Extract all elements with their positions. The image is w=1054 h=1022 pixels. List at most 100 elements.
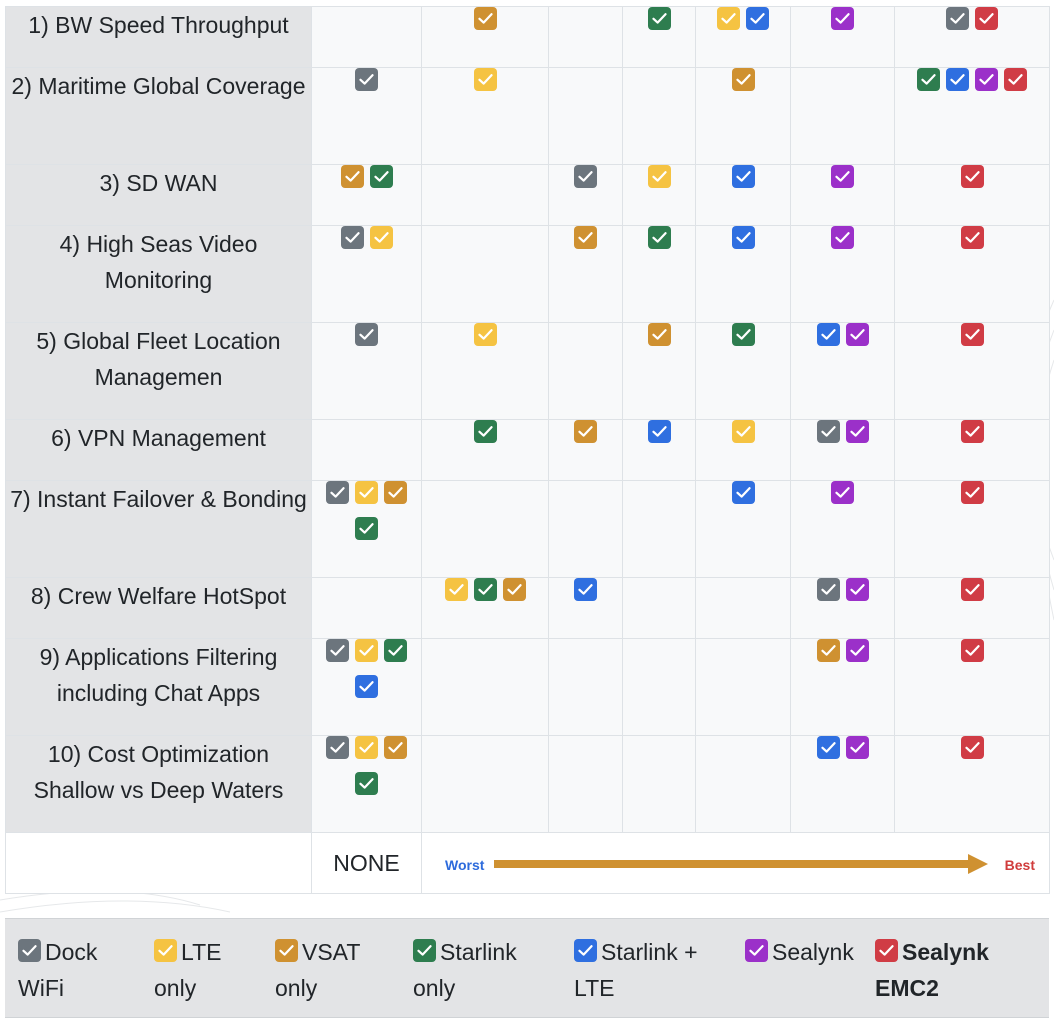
worst-label: Worst xyxy=(445,857,485,873)
rating-cell xyxy=(311,577,422,639)
rating-cell xyxy=(622,419,696,481)
rating-cell xyxy=(311,225,422,323)
lte-checkbox-icon xyxy=(355,639,378,662)
starlink-checkbox-icon xyxy=(355,517,378,540)
rating-cell xyxy=(622,164,696,226)
lte-checkbox-icon xyxy=(444,578,468,601)
rating-cell xyxy=(695,638,791,736)
rating-cell xyxy=(790,6,895,68)
sealynk-checkbox-icon xyxy=(845,420,869,443)
legend-label: Starlink only xyxy=(413,939,517,1001)
rating-cell xyxy=(894,225,1050,323)
starlink-lte-checkbox-icon xyxy=(355,675,378,698)
rating-cell xyxy=(790,735,895,833)
sealynk-checkbox-icon xyxy=(975,68,998,91)
rating-cell xyxy=(894,164,1050,226)
sealynk-checkbox-icon xyxy=(845,639,869,662)
sealynk-emc2-checkbox-icon xyxy=(975,7,998,30)
vsat-checkbox-icon xyxy=(384,481,407,504)
sealynk-checkbox-icon xyxy=(845,578,869,601)
sealynk-emc2-checkbox-icon xyxy=(960,481,984,504)
lte-checkbox-icon xyxy=(473,323,497,346)
starlink-lte-checkbox-icon xyxy=(731,165,755,188)
dock-wifi-checkbox-icon xyxy=(326,639,349,662)
rating-cell xyxy=(622,322,696,420)
legend-label: VSAT only xyxy=(275,939,360,1001)
lte-checkbox-icon xyxy=(717,7,740,30)
table-row: 2) Maritime Global Coverage xyxy=(5,67,1050,165)
rating-cell xyxy=(421,480,549,578)
starlink-lte-checkbox-icon xyxy=(816,323,840,346)
comparison-table: 1) BW Speed Throughput 2) Maritime Global… xyxy=(5,6,1050,894)
table-row: 4) High Seas Video Monitoring xyxy=(5,225,1050,323)
rating-cell xyxy=(695,225,791,323)
dock-wifi-checkbox-icon xyxy=(326,481,349,504)
dock-wifi-checkbox-icon xyxy=(946,7,969,30)
rating-cell xyxy=(622,735,696,833)
table-row: 3) SD WAN xyxy=(5,164,1050,226)
rating-cell xyxy=(421,735,549,833)
lte-checkbox-icon xyxy=(369,226,393,249)
rating-cell xyxy=(894,67,1050,165)
rating-cell xyxy=(622,225,696,323)
table-row: 8) Crew Welfare HotSpot xyxy=(5,577,1050,639)
row-label: 7) Instant Failover & Bonding xyxy=(5,480,312,578)
starlink-lte-checkbox-icon xyxy=(946,68,969,91)
rating-cell xyxy=(548,6,623,68)
vsat-checkbox-icon xyxy=(574,226,597,249)
rating-cell xyxy=(548,225,623,323)
rating-cell xyxy=(790,67,895,165)
rating-cell xyxy=(421,67,549,165)
rating-cell xyxy=(548,480,623,578)
rating-cell xyxy=(548,577,623,639)
starlink-lte-checkbox-icon xyxy=(731,481,755,504)
rating-cell xyxy=(622,67,696,165)
sealynk-emc2-checkbox-icon xyxy=(960,323,984,346)
rating-cell xyxy=(695,6,791,68)
rating-cell xyxy=(311,638,422,736)
starlink-checkbox-icon xyxy=(413,939,436,962)
vsat-checkbox-icon xyxy=(473,7,497,30)
sealynk-emc2-checkbox-icon xyxy=(960,165,984,188)
rating-cell xyxy=(421,164,549,226)
starlink-checkbox-icon xyxy=(917,68,940,91)
legend-item-sealynk: Sealynk xyxy=(745,934,855,970)
legend-item-starlink-lte: Starlink + LTE xyxy=(574,934,724,1006)
rating-cell xyxy=(548,164,623,226)
table-row: 6) VPN Management xyxy=(5,419,1050,481)
rating-cell xyxy=(548,419,623,481)
rating-cell xyxy=(894,638,1050,736)
lte-checkbox-icon xyxy=(731,420,755,443)
legend-item-sealynk-emc2: Sealynk EMC2 xyxy=(875,934,1045,1006)
rating-cell xyxy=(311,735,422,833)
lte-checkbox-icon xyxy=(647,165,671,188)
rating-cell xyxy=(311,6,422,68)
sealynk-emc2-checkbox-icon xyxy=(960,226,984,249)
starlink-lte-checkbox-icon xyxy=(574,939,597,962)
right-arrow-icon xyxy=(494,854,988,874)
rating-cell xyxy=(622,577,696,639)
sealynk-checkbox-icon xyxy=(745,939,768,962)
rating-cell xyxy=(894,577,1050,639)
sealynk-emc2-checkbox-icon xyxy=(960,639,984,662)
starlink-checkbox-icon xyxy=(731,323,755,346)
rating-cell xyxy=(311,419,422,481)
starlink-checkbox-icon xyxy=(473,578,497,601)
vsat-checkbox-icon xyxy=(502,578,526,601)
row-label: 6) VPN Management xyxy=(5,419,312,481)
vsat-checkbox-icon xyxy=(340,165,364,188)
legend-item-starlink: Starlink only xyxy=(413,934,553,1006)
table-row: 10) Cost Optimization Shallow vs Deep Wa… xyxy=(5,735,1050,833)
sealynk-checkbox-icon xyxy=(831,226,854,249)
table-row: 1) BW Speed Throughput xyxy=(5,6,1050,68)
rating-cell xyxy=(790,164,895,226)
rating-cell xyxy=(622,6,696,68)
dock-wifi-checkbox-icon xyxy=(355,68,378,91)
sealynk-emc2-checkbox-icon xyxy=(960,578,984,601)
sealynk-checkbox-icon xyxy=(845,736,869,759)
table-row: 7) Instant Failover & Bonding xyxy=(5,480,1050,578)
rating-cell xyxy=(548,67,623,165)
scale-row: NONE Worst Best xyxy=(5,832,1050,894)
dock-wifi-checkbox-icon xyxy=(326,736,349,759)
rating-cell xyxy=(548,322,623,420)
